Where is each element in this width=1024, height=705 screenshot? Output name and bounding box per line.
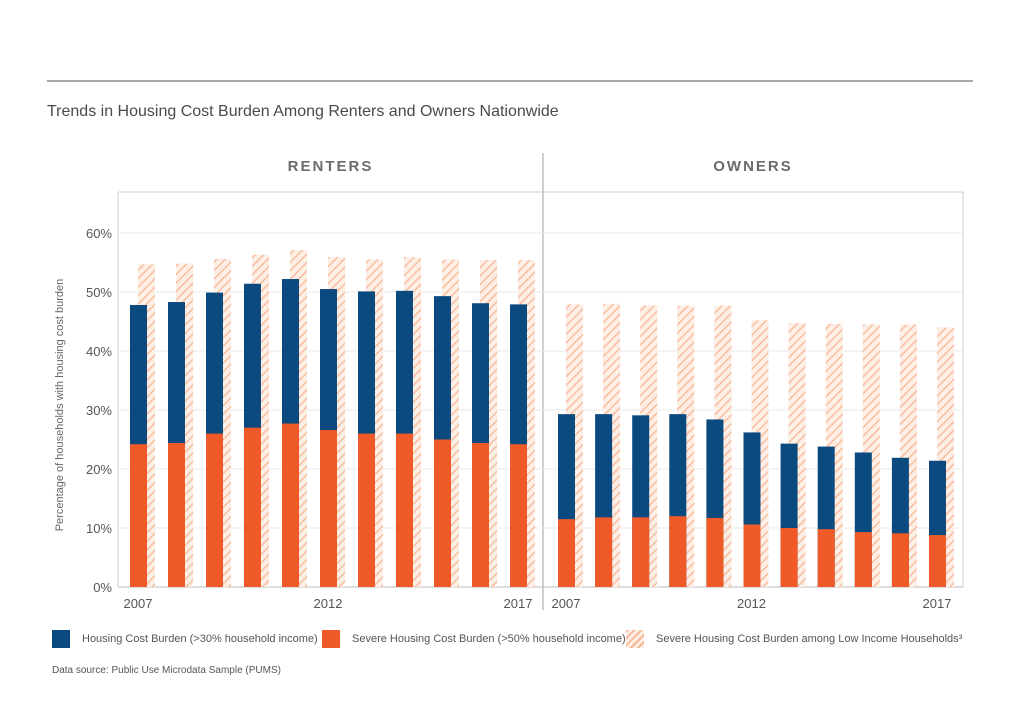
bar-severe-owners-2016 — [891, 533, 909, 587]
bar-severe-renters-2016 — [472, 443, 489, 587]
y-tick-label: 40% — [86, 344, 112, 359]
x-tick-label: 2012 — [314, 596, 343, 611]
bar-severe-renters-2011 — [282, 423, 299, 587]
bar-severe-renters-2008 — [168, 443, 185, 587]
bar-severe-owners-2014 — [817, 529, 835, 587]
legend-swatch-low-income — [626, 630, 644, 648]
bar-severe-renters-2010 — [244, 427, 261, 587]
x-tick-label: 2017 — [923, 596, 952, 611]
bar-severe-owners-2012 — [743, 524, 761, 587]
bar-severe-owners-2011 — [706, 517, 724, 587]
bar-severe-renters-2012 — [320, 430, 337, 587]
bar-severe-owners-2013 — [780, 528, 798, 587]
bar-severe-renters-2007 — [130, 444, 147, 587]
x-tick-label: 2017 — [504, 596, 533, 611]
x-tick-label: 2007 — [552, 596, 581, 611]
bar-severe-renters-2015 — [434, 439, 451, 587]
data-source-note: Data source: Public Use Microdata Sample… — [52, 665, 281, 676]
y-tick-label: 60% — [86, 226, 112, 241]
bar-severe-renters-2017 — [510, 444, 527, 587]
y-tick-label: 30% — [86, 403, 112, 418]
x-tick-label: 2007 — [124, 596, 153, 611]
bar-severe-owners-2009 — [632, 517, 650, 587]
legend-label: Housing Cost Burden (>30% household inco… — [82, 633, 318, 645]
bar-severe-owners-2015 — [854, 532, 872, 587]
legend-label: Severe Housing Cost Burden among Low Inc… — [656, 633, 963, 645]
bar-severe-owners-2008 — [595, 517, 613, 587]
bar-severe-owners-2010 — [669, 516, 687, 587]
chart-title: Trends in Housing Cost Burden Among Rent… — [47, 103, 559, 120]
top-divider — [47, 80, 973, 82]
bar-severe-renters-2013 — [358, 433, 375, 587]
x-tick-label: 2012 — [737, 596, 766, 611]
bar-severe-renters-2009 — [206, 433, 223, 587]
y-axis-label: Percentage of households with housing co… — [54, 279, 66, 532]
y-tick-label: 0% — [93, 580, 112, 595]
y-tick-label: 20% — [86, 462, 112, 477]
panel-header-renters: RENTERS — [288, 158, 374, 175]
panel-header-owners: OWNERS — [713, 158, 793, 175]
y-tick-label: 10% — [86, 521, 112, 536]
bar-severe-renters-2014 — [396, 433, 413, 587]
legend-swatch-cost-burden — [52, 630, 70, 648]
y-tick-label: 50% — [86, 285, 112, 300]
legend-swatch-severe — [322, 630, 340, 648]
legend-label: Severe Housing Cost Burden (>50% househo… — [352, 633, 626, 645]
bar-severe-owners-2017 — [929, 535, 946, 587]
bar-severe-owners-2007 — [558, 519, 575, 587]
